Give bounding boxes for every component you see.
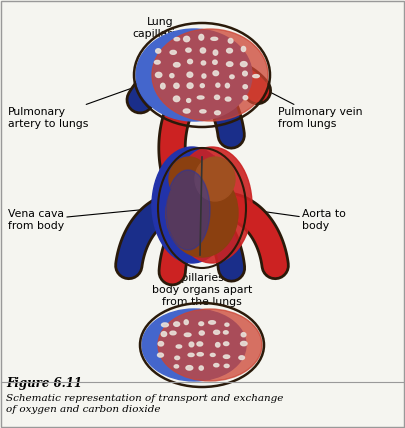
Ellipse shape bbox=[183, 109, 190, 113]
Text: Lung
capillaries: Lung capillaries bbox=[132, 17, 195, 68]
Ellipse shape bbox=[162, 323, 168, 327]
Ellipse shape bbox=[213, 71, 219, 76]
Ellipse shape bbox=[224, 331, 228, 334]
Text: Pulmonary vein
from lungs: Pulmonary vein from lungs bbox=[244, 79, 362, 129]
Ellipse shape bbox=[215, 111, 220, 115]
Ellipse shape bbox=[224, 342, 229, 345]
Ellipse shape bbox=[213, 330, 220, 334]
Ellipse shape bbox=[239, 356, 245, 360]
Ellipse shape bbox=[174, 322, 179, 326]
Ellipse shape bbox=[136, 29, 252, 121]
Ellipse shape bbox=[199, 366, 203, 370]
Ellipse shape bbox=[158, 353, 164, 357]
Ellipse shape bbox=[224, 364, 229, 368]
Ellipse shape bbox=[170, 74, 174, 77]
Ellipse shape bbox=[241, 47, 245, 51]
Ellipse shape bbox=[161, 83, 165, 89]
Ellipse shape bbox=[200, 84, 205, 88]
Ellipse shape bbox=[211, 37, 217, 40]
Ellipse shape bbox=[241, 342, 247, 346]
Ellipse shape bbox=[156, 49, 161, 53]
Ellipse shape bbox=[213, 60, 217, 64]
Ellipse shape bbox=[188, 59, 192, 64]
Ellipse shape bbox=[199, 331, 204, 335]
Ellipse shape bbox=[156, 72, 162, 77]
Ellipse shape bbox=[226, 48, 232, 53]
Ellipse shape bbox=[161, 332, 167, 336]
Ellipse shape bbox=[209, 321, 215, 324]
Ellipse shape bbox=[215, 95, 220, 99]
Ellipse shape bbox=[184, 333, 191, 336]
Ellipse shape bbox=[170, 51, 176, 54]
Ellipse shape bbox=[174, 38, 180, 41]
Ellipse shape bbox=[187, 83, 193, 89]
Ellipse shape bbox=[195, 157, 235, 201]
Text: Capillaries in
body organs apart
from the lungs: Capillaries in body organs apart from th… bbox=[152, 273, 252, 306]
Text: Schematic representation of transport and exchange: Schematic representation of transport an… bbox=[6, 394, 283, 403]
Ellipse shape bbox=[230, 75, 234, 79]
Text: Vena cava
from body: Vena cava from body bbox=[8, 206, 177, 231]
Ellipse shape bbox=[174, 83, 179, 88]
Ellipse shape bbox=[200, 48, 206, 53]
Ellipse shape bbox=[213, 50, 218, 55]
Ellipse shape bbox=[226, 62, 233, 66]
Ellipse shape bbox=[187, 98, 191, 102]
Ellipse shape bbox=[201, 61, 206, 65]
Ellipse shape bbox=[224, 355, 230, 358]
Ellipse shape bbox=[253, 74, 259, 77]
Ellipse shape bbox=[173, 62, 180, 67]
Ellipse shape bbox=[197, 96, 204, 99]
Ellipse shape bbox=[243, 95, 248, 100]
Ellipse shape bbox=[200, 110, 206, 113]
Ellipse shape bbox=[197, 342, 203, 346]
Ellipse shape bbox=[152, 29, 268, 121]
Ellipse shape bbox=[175, 356, 179, 360]
Ellipse shape bbox=[215, 342, 220, 347]
Ellipse shape bbox=[241, 62, 247, 67]
Ellipse shape bbox=[172, 147, 252, 263]
Ellipse shape bbox=[158, 342, 164, 346]
Ellipse shape bbox=[176, 345, 182, 348]
Ellipse shape bbox=[186, 48, 191, 52]
Ellipse shape bbox=[169, 157, 209, 201]
Ellipse shape bbox=[187, 72, 193, 77]
Ellipse shape bbox=[243, 71, 247, 76]
Ellipse shape bbox=[225, 83, 229, 88]
Ellipse shape bbox=[199, 34, 204, 40]
Ellipse shape bbox=[214, 363, 219, 367]
Ellipse shape bbox=[174, 365, 179, 368]
Ellipse shape bbox=[199, 322, 204, 326]
Text: Figure 6.11: Figure 6.11 bbox=[6, 377, 82, 390]
Ellipse shape bbox=[173, 96, 180, 101]
Text: Aorta to
body: Aorta to body bbox=[227, 206, 346, 231]
Ellipse shape bbox=[186, 366, 193, 370]
Ellipse shape bbox=[189, 342, 194, 347]
Ellipse shape bbox=[202, 74, 206, 78]
Ellipse shape bbox=[225, 323, 229, 326]
Ellipse shape bbox=[152, 147, 232, 263]
Ellipse shape bbox=[228, 39, 233, 43]
Ellipse shape bbox=[166, 169, 238, 257]
Ellipse shape bbox=[216, 83, 220, 87]
Ellipse shape bbox=[225, 97, 231, 101]
Ellipse shape bbox=[243, 85, 247, 89]
Ellipse shape bbox=[241, 333, 246, 337]
Ellipse shape bbox=[184, 320, 188, 324]
Ellipse shape bbox=[166, 170, 210, 250]
Ellipse shape bbox=[197, 353, 203, 356]
Ellipse shape bbox=[210, 354, 215, 357]
Ellipse shape bbox=[142, 309, 246, 381]
Ellipse shape bbox=[170, 331, 176, 335]
Ellipse shape bbox=[183, 36, 190, 42]
Ellipse shape bbox=[158, 309, 262, 381]
Text: of oxygen and carbon dioxide: of oxygen and carbon dioxide bbox=[6, 405, 160, 414]
Ellipse shape bbox=[188, 353, 194, 357]
Text: Pulmonary
artery to lungs: Pulmonary artery to lungs bbox=[8, 77, 161, 129]
Ellipse shape bbox=[154, 60, 160, 64]
